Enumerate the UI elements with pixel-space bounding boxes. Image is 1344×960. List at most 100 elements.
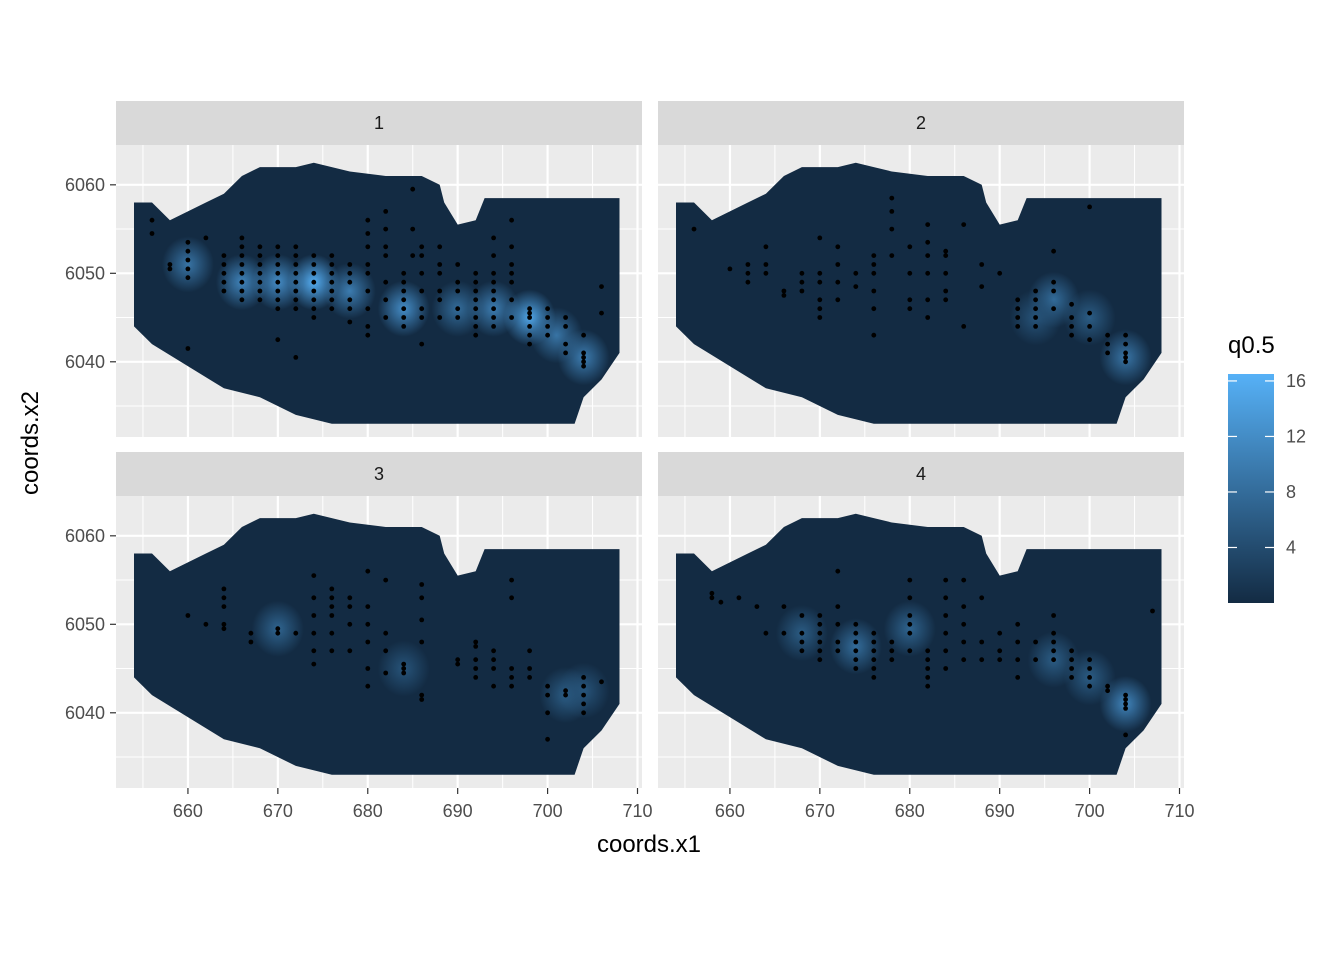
data-point xyxy=(563,692,568,698)
data-point xyxy=(871,630,877,636)
x-tick-label: 680 xyxy=(353,801,383,821)
data-point xyxy=(889,639,895,645)
data-point xyxy=(383,244,389,250)
data-point xyxy=(455,279,461,285)
data-point xyxy=(907,621,913,627)
data-point xyxy=(1123,692,1128,698)
data-point xyxy=(473,279,479,285)
data-point xyxy=(1150,608,1155,614)
data-point xyxy=(491,657,496,663)
data-point xyxy=(293,244,299,250)
data-point xyxy=(907,306,913,312)
data-point xyxy=(979,657,985,663)
data-point xyxy=(943,297,949,303)
data-point xyxy=(419,244,425,250)
data-point xyxy=(473,270,479,276)
x-tick-label: 690 xyxy=(985,801,1015,821)
data-point xyxy=(943,613,949,618)
data-point xyxy=(239,244,245,250)
data-point xyxy=(401,288,407,294)
data-point xyxy=(329,586,335,592)
data-point xyxy=(401,279,407,285)
data-point xyxy=(311,297,317,303)
data-point xyxy=(491,306,496,312)
data-point xyxy=(1105,688,1110,694)
data-point xyxy=(961,222,967,228)
data-point xyxy=(835,648,841,654)
data-point xyxy=(473,324,479,329)
data-point xyxy=(835,604,841,609)
axes: 6040 6050 6060 660 670 680 690 700 710 6040 6050 60… xyxy=(65,175,1195,821)
data-point xyxy=(275,337,281,343)
heat-hotspot xyxy=(1063,289,1116,346)
data-point xyxy=(221,288,227,294)
data-point xyxy=(275,244,281,250)
data-point xyxy=(383,226,389,232)
data-point xyxy=(853,621,859,627)
data-point xyxy=(257,270,263,276)
data-point xyxy=(383,630,389,636)
heat-hotspot xyxy=(829,618,882,675)
data-point xyxy=(817,630,823,636)
data-point xyxy=(329,262,335,267)
data-point xyxy=(907,297,913,303)
data-point xyxy=(925,270,931,276)
data-point xyxy=(248,630,254,636)
data-point xyxy=(961,604,967,609)
data-point xyxy=(1105,350,1110,356)
data-point xyxy=(239,262,245,267)
data-point xyxy=(1087,324,1092,329)
data-point xyxy=(907,270,913,276)
heatmap-domain xyxy=(134,162,620,424)
data-point xyxy=(527,666,532,671)
data-point xyxy=(1015,297,1021,303)
data-point xyxy=(1015,621,1021,627)
facet-strip-label: 4 xyxy=(916,464,926,484)
data-point xyxy=(889,253,895,258)
data-point xyxy=(221,604,227,609)
data-point xyxy=(473,288,479,294)
data-point xyxy=(365,332,371,338)
observation-points xyxy=(185,568,604,742)
data-point xyxy=(473,657,479,663)
data-point xyxy=(491,324,496,329)
facet-strip xyxy=(116,452,642,496)
data-point xyxy=(347,604,353,609)
data-point xyxy=(799,279,805,285)
data-point xyxy=(736,595,742,601)
data-point xyxy=(275,297,281,303)
x-tick-label: 660 xyxy=(173,801,203,821)
data-point xyxy=(925,297,931,303)
data-point xyxy=(383,670,389,676)
data-point xyxy=(925,239,931,245)
data-point xyxy=(275,626,281,632)
data-point xyxy=(545,332,550,338)
data-point xyxy=(491,315,496,320)
data-point xyxy=(275,306,281,312)
data-point xyxy=(491,297,496,303)
facet-strip xyxy=(658,452,1184,496)
data-point xyxy=(509,279,514,285)
data-point xyxy=(1069,324,1074,329)
data-point xyxy=(437,270,443,276)
facet-strip xyxy=(116,101,642,145)
data-point xyxy=(871,648,877,654)
data-point xyxy=(1069,648,1074,654)
data-point xyxy=(167,266,173,272)
facet-panels: 1 2 3 4 xyxy=(116,101,1184,788)
data-point xyxy=(419,341,425,347)
data-point xyxy=(781,630,787,636)
data-point xyxy=(871,639,877,645)
data-point xyxy=(347,270,353,276)
data-point xyxy=(149,217,155,223)
data-point xyxy=(1033,639,1038,645)
data-point xyxy=(329,306,335,312)
data-point xyxy=(871,666,877,671)
data-point xyxy=(257,262,263,267)
data-point xyxy=(799,613,805,618)
data-point xyxy=(257,279,263,285)
data-point xyxy=(437,297,443,303)
data-point xyxy=(185,266,191,272)
data-point xyxy=(239,297,245,303)
data-point xyxy=(1087,657,1092,663)
